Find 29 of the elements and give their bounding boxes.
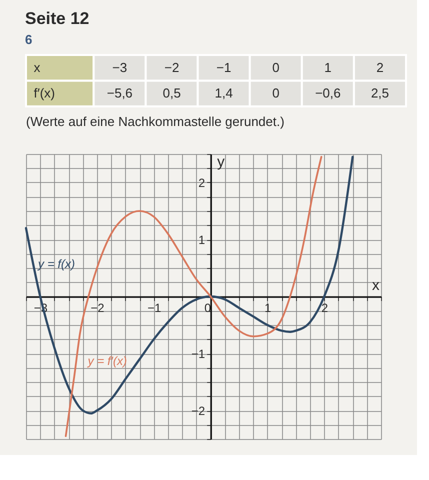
- x-tick-label: 1: [324, 60, 332, 75]
- x-tick-label: 1: [264, 301, 272, 315]
- y-tick-label: 2: [198, 176, 206, 190]
- chart-title: Seite 12: [25, 9, 90, 28]
- line-series: [24, 156, 354, 414]
- data-label: 0,5: [162, 86, 181, 101]
- x-tick-label: −2: [164, 60, 180, 75]
- y-tick-label: −1: [191, 347, 206, 361]
- x-tick-label: 0: [272, 60, 280, 75]
- x-tick-label: −1: [216, 60, 232, 75]
- x-axis-title: x: [372, 277, 380, 294]
- data-label: 1,4: [214, 86, 233, 101]
- annotation: (Werte auf eine Nachkommastelle gerundet.): [26, 114, 284, 129]
- data-label: −5,6: [106, 86, 133, 101]
- x-tick-label: −2: [90, 301, 105, 315]
- y-tick-label: 1: [198, 233, 206, 247]
- x-tick-label: 2: [321, 301, 328, 315]
- x-tick-label: −3: [112, 60, 128, 75]
- y-tick-label: −2: [191, 404, 206, 418]
- data-label: 0: [272, 86, 280, 101]
- y-axis-title: y: [217, 154, 226, 170]
- x-tick-label: −1: [147, 301, 162, 315]
- data-label: 2,5: [370, 86, 390, 101]
- x-tick-label: 2: [376, 60, 384, 75]
- chart-subtitle: 6: [25, 32, 32, 47]
- x-axis-title: x: [34, 60, 41, 75]
- y-tick-label: f′(x): [34, 86, 56, 101]
- series-label: y = f(x): [37, 257, 76, 272]
- data-label: −0,6: [315, 86, 341, 101]
